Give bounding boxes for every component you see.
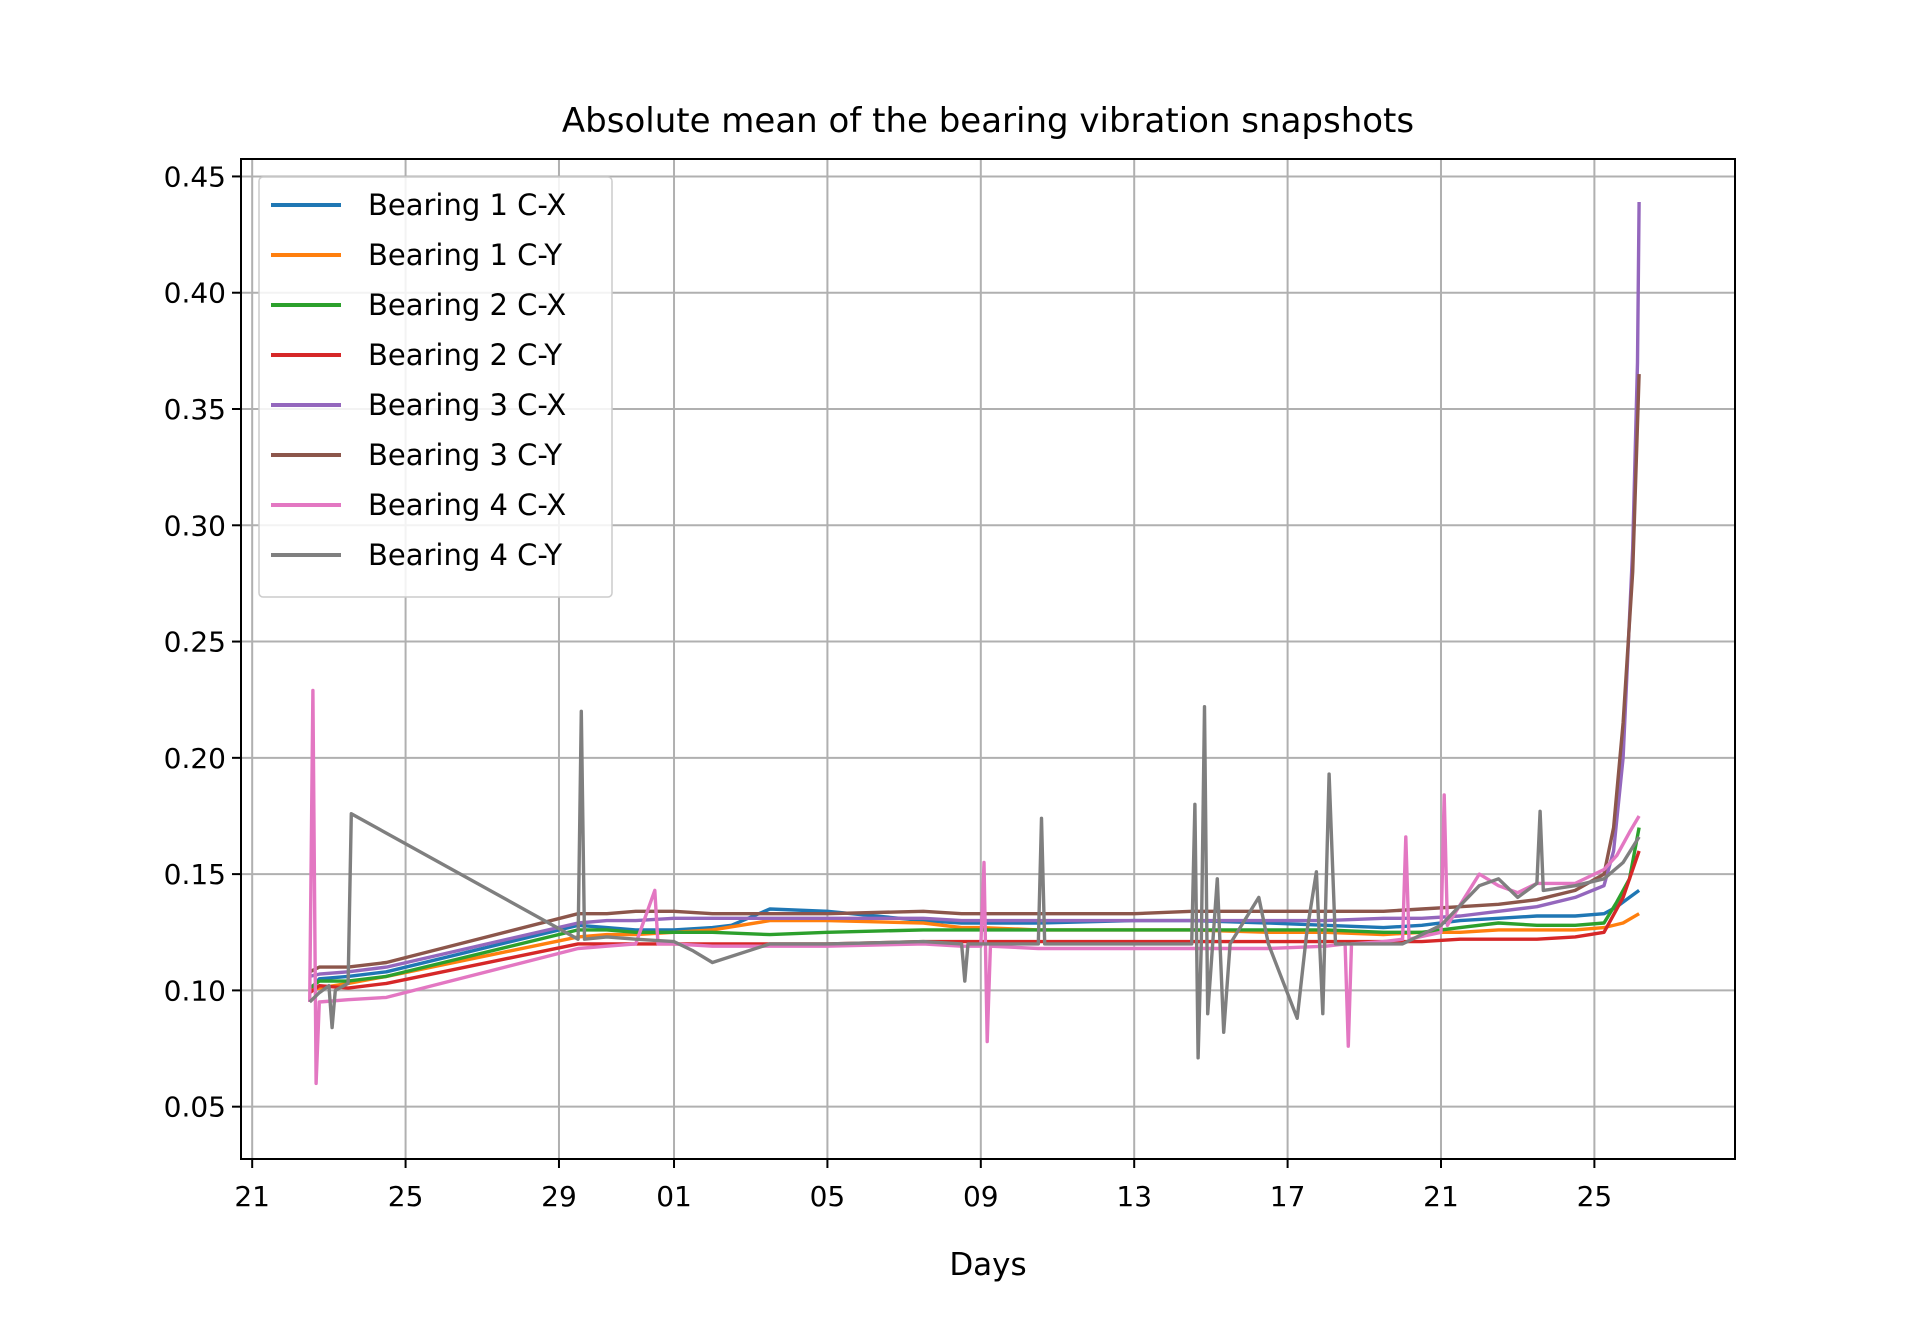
x-tick-label: 05 bbox=[810, 1180, 846, 1213]
x-tick-label: 17 bbox=[1270, 1180, 1306, 1213]
x-tick-label: 21 bbox=[1423, 1180, 1459, 1213]
series-line-bearing-2-c-y bbox=[308, 850, 1641, 995]
x-tick-label: 25 bbox=[388, 1180, 424, 1213]
y-tick-label: 0.25 bbox=[164, 626, 226, 659]
legend-label: Bearing 1 C-Y bbox=[368, 238, 562, 272]
y-tick-label: 0.35 bbox=[164, 393, 226, 426]
chart-title: Absolute mean of the bearing vibration s… bbox=[562, 101, 1414, 141]
series-line-bearing-3-c-x bbox=[309, 201, 1641, 979]
x-tick-label: 29 bbox=[541, 1180, 577, 1213]
x-tick-label: 09 bbox=[963, 1180, 999, 1213]
legend-label: Bearing 3 C-Y bbox=[368, 438, 562, 472]
legend-label: Bearing 4 C-Y bbox=[368, 538, 562, 572]
series-line-bearing-3-c-y bbox=[308, 374, 1641, 974]
legend-label: Bearing 3 C-X bbox=[368, 388, 566, 422]
y-tick-label: 0.45 bbox=[164, 160, 226, 193]
y-tick-label: 0.30 bbox=[164, 509, 226, 542]
y-tick-label: 0.15 bbox=[164, 858, 226, 891]
series-line-bearing-4-c-y bbox=[308, 705, 1641, 1060]
x-tick-label: 01 bbox=[656, 1180, 692, 1213]
legend: Bearing 1 C-X Bearing 1 C-Y Bearing 2 C-X B… bbox=[258, 176, 613, 598]
y-tick-label: 0.20 bbox=[164, 742, 226, 775]
series-line-bearing-1-c-x bbox=[308, 889, 1641, 992]
x-tick-label: 13 bbox=[1116, 1180, 1152, 1213]
y-tick-label: 0.05 bbox=[164, 1091, 226, 1124]
legend-label: Bearing 4 C-X bbox=[368, 488, 566, 522]
x-tick-label: 25 bbox=[1577, 1180, 1613, 1213]
plot-series bbox=[308, 201, 1641, 1086]
legend-label: Bearing 2 C-X bbox=[368, 288, 566, 322]
legend-label: Bearing 2 C-Y bbox=[368, 338, 562, 372]
y-tick-label: 0.40 bbox=[164, 277, 226, 310]
y-tick-label: 0.10 bbox=[164, 974, 226, 1007]
x-tick-label: 21 bbox=[234, 1180, 270, 1213]
axis-ticks: 21 25 29 01 05 09 13 17 21 25 0.05 0.10 0.15 0.20 0.25… bbox=[164, 160, 1613, 1213]
legend-label: Bearing 1 C-X bbox=[368, 188, 566, 222]
legend-box bbox=[258, 176, 613, 598]
x-axis-label: Days bbox=[949, 1247, 1026, 1283]
plot-frame bbox=[240, 158, 1736, 1160]
